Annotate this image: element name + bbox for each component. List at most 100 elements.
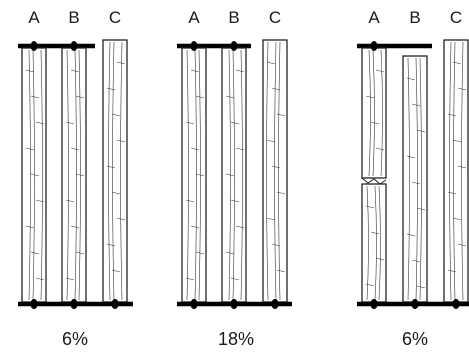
wood-grain-tick <box>416 207 426 211</box>
wood-grain-tick <box>70 69 80 73</box>
board-lower-piece <box>361 183 387 303</box>
wood-grain-tick <box>230 199 240 203</box>
wood-grain-line <box>453 41 456 301</box>
wood-grain-tick <box>230 121 240 125</box>
wood-grain-line <box>40 49 43 301</box>
board-body <box>102 39 128 303</box>
board-label: C <box>269 8 281 27</box>
wood-grain-tick <box>190 147 200 151</box>
wood-grain-tick <box>447 269 457 273</box>
wood-grain-tick <box>106 165 116 169</box>
wood-grain-tick <box>30 173 40 177</box>
wood-grain-line <box>278 41 281 301</box>
bottom-nail-head <box>70 299 78 309</box>
wood-grain-tick <box>452 217 462 221</box>
wood-grain-tick <box>65 199 75 203</box>
board-label: C <box>450 8 462 27</box>
panel-1: A B C 6% <box>18 8 133 349</box>
wood-grain-line <box>240 49 243 301</box>
wood-grain-tick <box>235 147 245 151</box>
bottom-nail-head <box>411 299 419 309</box>
wood-grain-tick <box>185 277 195 281</box>
wood-grain-tick <box>266 139 276 143</box>
wood-grain-tick <box>235 225 245 229</box>
wood-grain-tick <box>375 147 385 151</box>
wood-grain-tick <box>35 277 45 281</box>
wood-grain-tick <box>190 69 200 73</box>
wood-grain-tick <box>195 251 205 255</box>
wood-grain-tick <box>271 243 281 247</box>
wood-grain-tick <box>276 269 286 273</box>
wood-grain-line <box>186 49 189 301</box>
panel-2: A B C 18% <box>177 8 292 349</box>
wood-grain-tick <box>35 199 45 203</box>
wood-grain-tick <box>365 205 375 209</box>
wood-grain-tick <box>185 199 195 203</box>
top-nail <box>190 41 198 51</box>
split-crack <box>361 177 387 185</box>
wood-grain-tick <box>457 87 467 91</box>
wood-grain-line <box>108 41 111 301</box>
board-label: A <box>188 8 200 27</box>
wood-grain-tick <box>230 277 240 281</box>
wood-grain-line <box>415 57 418 301</box>
wood-grain-tick <box>25 69 35 73</box>
board-label: A <box>368 8 380 27</box>
wood-grain-line <box>378 185 381 301</box>
wood-grain-tick <box>271 165 281 169</box>
wood-grain-tick <box>190 225 200 229</box>
bottom-nail-head <box>452 299 460 309</box>
wood-grain-line <box>194 49 197 301</box>
wood-grain-tick <box>266 61 276 65</box>
wood-grain-line <box>274 41 277 301</box>
board-c: C <box>262 8 288 309</box>
wood-grain-tick <box>30 251 40 255</box>
board-a: A <box>21 8 47 309</box>
wood-grain-tick <box>225 173 235 177</box>
wood-grain-tick <box>235 69 245 73</box>
board-c: C <box>443 8 469 309</box>
wood-grain-tick <box>106 243 116 247</box>
top-nail <box>70 41 78 51</box>
wood-grain-tick <box>111 269 121 273</box>
board-label: B <box>228 8 239 27</box>
wood-grain-line <box>120 41 123 301</box>
board-label: A <box>28 8 40 27</box>
wood-grain-tick <box>375 257 385 261</box>
wood-grain-tick <box>416 129 426 133</box>
bottom-nail-head <box>111 299 119 309</box>
wood-grain-tick <box>276 191 286 195</box>
wood-grain-tick <box>25 147 35 151</box>
wood-grain-tick <box>25 225 35 229</box>
wood-grain-line <box>232 49 235 301</box>
board-a: A <box>181 8 207 309</box>
wood-grain-tick <box>116 217 126 221</box>
wood-grain-tick <box>225 95 235 99</box>
wood-grain-tick <box>406 155 416 159</box>
moisture-caption: 6% <box>402 329 428 349</box>
wood-grain-tick <box>370 121 380 125</box>
wood-grain-tick <box>406 233 416 237</box>
board-c: C <box>102 8 128 309</box>
bottom-nail-head <box>271 299 279 309</box>
panel-3: A B C 6% <box>357 8 469 349</box>
wood-grain-tick <box>30 95 40 99</box>
wood-grain-tick <box>365 283 375 287</box>
wood-grain-tick <box>416 285 426 289</box>
wood-grain-tick <box>365 95 375 99</box>
wood-grain-line <box>368 49 371 177</box>
wood-grain-tick <box>185 121 195 125</box>
wood-grain-tick <box>271 87 281 91</box>
wood-grain-tick <box>411 181 421 185</box>
top-nail <box>30 41 38 51</box>
wood-grain-tick <box>375 69 385 73</box>
wood-grain-tick <box>106 87 116 91</box>
wood-grain-tick <box>75 173 85 177</box>
wood-grain-tick <box>447 113 457 117</box>
wood-grain-tick <box>35 121 45 125</box>
board-label: B <box>409 8 420 27</box>
wood-grain-tick <box>70 225 80 229</box>
board-label: B <box>68 8 79 27</box>
wood-grain-line <box>74 49 77 301</box>
